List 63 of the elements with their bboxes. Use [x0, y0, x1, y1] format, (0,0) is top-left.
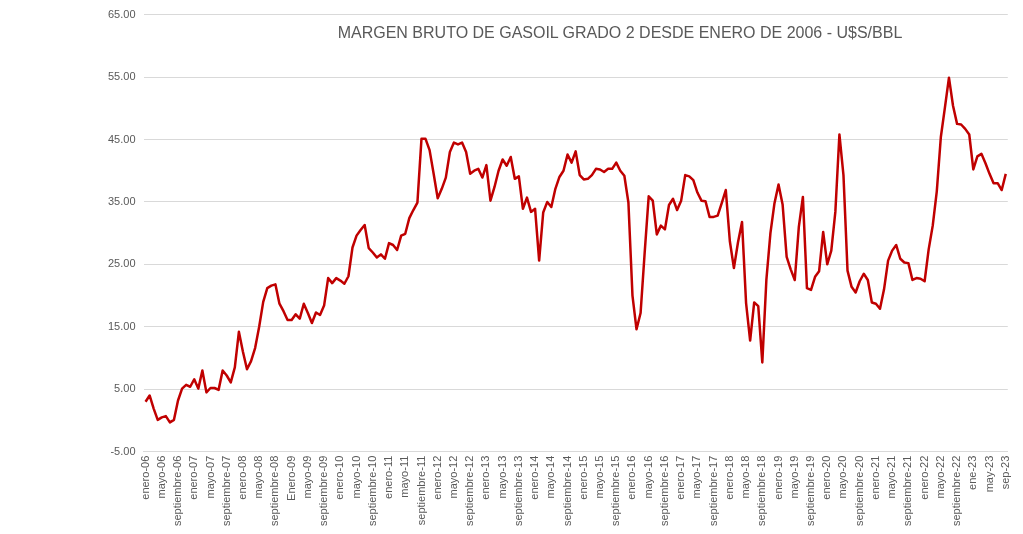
x-tick-label: septiembre-22 — [950, 455, 963, 527]
x-tick-label: enero-13 — [479, 455, 492, 500]
x-tick-label: enero-10 — [333, 455, 346, 500]
x-tick-label: enero-17 — [674, 455, 687, 500]
x-tick-label: septiembre-12 — [463, 455, 476, 527]
x-tick-label: enero-20 — [820, 455, 833, 500]
x-tick-label: septiembre-10 — [365, 455, 378, 527]
x-tick-label: mayo-22 — [933, 455, 946, 499]
x-tick-label: septiembre-17 — [706, 455, 719, 527]
y-tick-label: 25.00 — [108, 257, 136, 270]
x-tick-label: septiembre-11 — [414, 455, 427, 526]
x-tick-label: mayo-11 — [398, 455, 411, 498]
x-tick-label: mayo-16 — [641, 455, 654, 499]
x-tick-label: septiembre-15 — [609, 455, 622, 527]
x-tick-label: mayo-18 — [739, 455, 752, 499]
x-tick-label: septiembre-18 — [755, 455, 768, 527]
x-tick-label: mayo-08 — [252, 455, 265, 499]
x-tick-label: enero-21 — [868, 455, 881, 500]
x-tick-label: enero-22 — [917, 455, 930, 500]
x-tick-label: enero-19 — [771, 455, 784, 500]
y-tick-label: 45.00 — [108, 132, 136, 145]
x-tick-label: enero-11 — [382, 455, 395, 499]
x-tick-label: septiembre-19 — [804, 455, 817, 527]
x-tick-label: enero-18 — [722, 455, 735, 500]
x-tick-label: enero-08 — [235, 455, 248, 500]
y-tick-label: 65.00 — [108, 7, 136, 20]
x-tick-label: sep-23 — [998, 455, 1011, 490]
x-tick-label: enero-12 — [430, 455, 443, 500]
x-tick-label: ene-23 — [966, 455, 979, 490]
x-tick-label: mayo-12 — [446, 455, 459, 499]
x-tick-label: mayo-21 — [885, 455, 898, 499]
y-tick-label: 35.00 — [108, 194, 136, 207]
y-tick-label: 15.00 — [108, 319, 136, 332]
x-tick-label: mayo-09 — [300, 455, 313, 499]
x-tick-label: mayo-13 — [495, 455, 508, 499]
x-tick-label: septiembre-06 — [171, 455, 184, 527]
text: MARGEN BRUTO DE GASOIL GRADO 2 DESDE ENERO DE 2006 - U$S/BBL — [336, 24, 904, 42]
y-tick-label: -5.00 — [110, 444, 136, 457]
x-tick-label: septiembre-09 — [317, 455, 330, 527]
x-tick-label: Enero-09 — [284, 455, 297, 501]
x-tick-label: mayo-15 — [593, 455, 606, 499]
x-tick-label: mayo-20 — [836, 455, 849, 499]
x-tick-label: mayo-14 — [544, 455, 557, 499]
y-tick-label: 5.00 — [114, 382, 136, 395]
x-tick-label: mayo-17 — [690, 455, 703, 499]
x-tick-label: mayo-19 — [787, 455, 800, 499]
x-tick-label: septiembre-20 — [852, 455, 865, 527]
x-tick-label: septiembre-08 — [268, 455, 281, 527]
x-tick-label: septiembre-13 — [511, 455, 524, 527]
x-tick-label: may-23 — [982, 455, 995, 493]
x-tick-label: septiembre-07 — [219, 455, 232, 527]
x-tick-label: septiembre-14 — [560, 455, 573, 527]
x-tick-label: septiembre-16 — [657, 455, 670, 527]
x-tick-label: enero-07 — [187, 455, 200, 500]
x-tick-label: enero-14 — [528, 455, 541, 500]
y-tick-label: 55.00 — [108, 70, 136, 83]
x-tick-label: septiembre-21 — [901, 455, 914, 527]
x-tick-label: enero-06 — [138, 455, 151, 500]
x-tick-label: mayo-06 — [154, 455, 167, 499]
x-tick-label: enero-15 — [576, 455, 589, 500]
x-tick-label: mayo-07 — [203, 455, 216, 499]
x-tick-label: enero-16 — [625, 455, 638, 500]
x-tick-label: mayo-10 — [349, 455, 362, 499]
